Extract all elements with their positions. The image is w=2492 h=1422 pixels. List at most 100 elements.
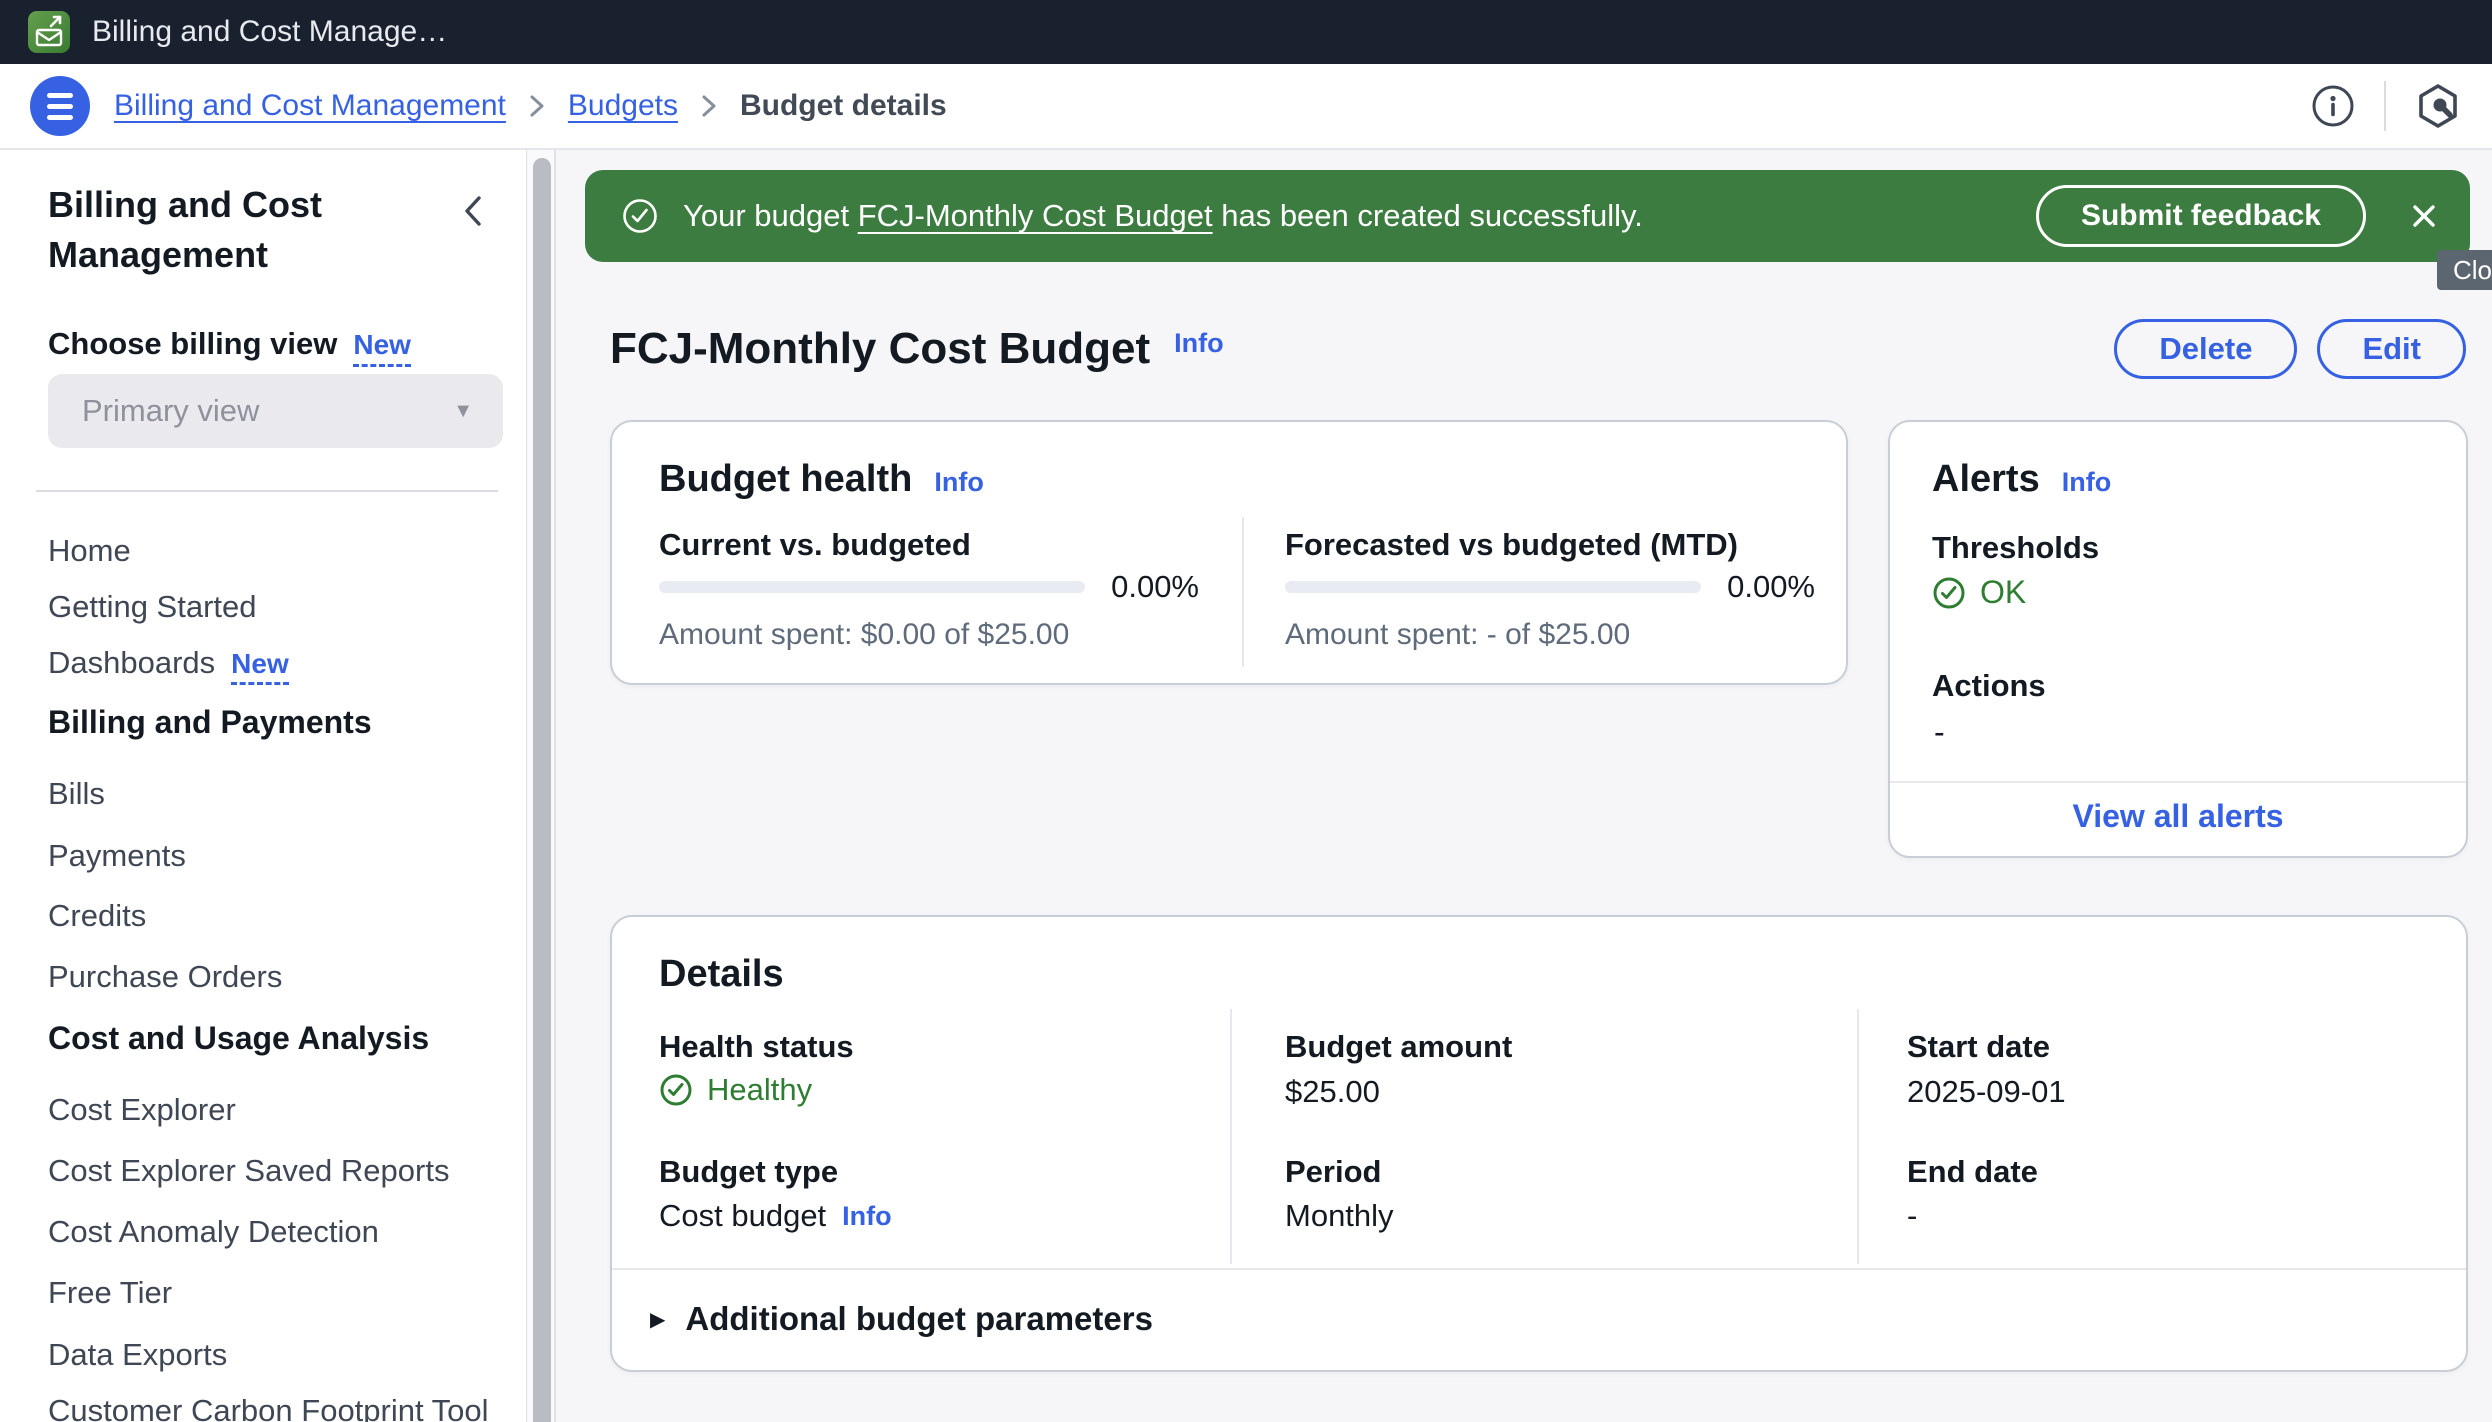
view-all-alerts-link[interactable]: View all alerts [2072, 798, 2284, 834]
delete-button[interactable]: Delete [2114, 319, 2298, 379]
billing-view-new-link[interactable]: New [353, 329, 411, 367]
health-status-value: Healthy [659, 1072, 812, 1108]
budget-type-info-link[interactable]: Info [842, 1200, 892, 1231]
details-title: Details [659, 953, 784, 995]
sidebar-item-home[interactable]: Home [48, 533, 131, 568]
additional-budget-parameters-label: Additional budget parameters [685, 1300, 1153, 1337]
page-title-row: FCJ-Monthly Cost Budget Info Delete Edit [610, 316, 2466, 382]
start-date-label: Start date [1907, 1029, 2050, 1064]
alerts-footer-divider [1890, 781, 2466, 783]
column-divider [1242, 517, 1244, 667]
breadcrumb-current: Budget details [739, 89, 947, 122]
actions-label: Actions [1932, 668, 2046, 703]
sidebar-item-free-tier[interactable]: Free Tier [48, 1275, 173, 1310]
breadcrumb-budgets-link[interactable]: Budgets [567, 89, 678, 122]
banner-message: Your budget FCJ-Monthly Cost Budget has … [683, 198, 1643, 233]
browser-tab-bar: Billing and Cost Manage… [0, 0, 2492, 64]
budget-amount-label: Budget amount [1285, 1029, 1513, 1064]
amazon-q-button[interactable] [2414, 82, 2462, 130]
forecast-amount-note: Amount spent: - of $25.00 [1285, 618, 1631, 651]
thresholds-status-text: OK [1980, 574, 2027, 610]
chevron-left-icon [465, 196, 481, 226]
billing-view-select[interactable]: Primary view ▼ [48, 374, 503, 448]
sidebar-item-payments[interactable]: Payments [48, 838, 186, 873]
banner-close-button[interactable] [2406, 198, 2442, 234]
banner-budget-link[interactable]: FCJ-Monthly Cost Budget [857, 198, 1213, 233]
alerts-info-link[interactable]: Info [2061, 467, 2112, 497]
billing-envelope-favicon-icon [28, 11, 70, 53]
info-icon [2312, 85, 2354, 127]
page-title: FCJ-Monthly Cost Budget [610, 324, 1151, 373]
sidebar-item-data-exports[interactable]: Data Exports [48, 1337, 228, 1372]
dashboards-new-link[interactable]: New [231, 648, 289, 685]
current-vs-budgeted-label: Current vs. budgeted [659, 527, 971, 562]
column-divider [1857, 1009, 1859, 1264]
details-footer-divider [612, 1268, 2466, 1270]
current-percent: 0.00% [1111, 569, 1199, 604]
healthy-check-icon [660, 1074, 692, 1106]
sidebar-divider [36, 490, 498, 492]
budget-type-value: Cost budget Info [659, 1198, 892, 1233]
sidebar-item-customer-carbon-footprint[interactable]: Customer Carbon Footprint Tool [48, 1393, 489, 1422]
actions-value: - [1934, 714, 1945, 750]
end-date-label: End date [1907, 1154, 2038, 1189]
amazon-q-hexagon-icon [2419, 84, 2457, 128]
submit-feedback-button[interactable]: Submit feedback [2035, 185, 2366, 247]
sidebar-scrollbar[interactable] [528, 150, 556, 1422]
period-label: Period [1285, 1154, 1382, 1189]
budget-type-label: Budget type [659, 1154, 839, 1189]
budget-health-info-link[interactable]: Info [934, 467, 984, 497]
start-date-value: 2025-09-01 [1907, 1074, 2066, 1109]
sidebar-item-getting-started[interactable]: Getting Started [48, 589, 257, 624]
forecast-progress-bar [1285, 581, 1702, 593]
alerts-title: Alerts [1932, 458, 2040, 500]
sidebar-section-cost-usage: Cost and Usage Analysis [48, 1020, 430, 1056]
sidebar-item-cost-explorer-saved-reports[interactable]: Cost Explorer Saved Reports [48, 1153, 450, 1188]
forecast-percent: 0.00% [1727, 569, 1815, 604]
current-amount-note: Amount spent: $0.00 of $25.00 [659, 618, 1070, 651]
forecast-vs-budgeted-label: Forecasted vs budgeted (MTD) [1285, 527, 1738, 562]
chevron-down-icon: ▼ [453, 399, 473, 422]
success-banner: Your budget FCJ-Monthly Cost Budget has … [585, 170, 2470, 262]
sidebar-scrollbar-thumb[interactable] [533, 158, 551, 1422]
billing-view-selected: Primary view [82, 393, 260, 428]
page-actions: Delete Edit [2114, 319, 2466, 379]
sidebar-collapse-button[interactable] [460, 192, 486, 230]
status-ok-check-icon [1933, 577, 1965, 608]
info-button[interactable] [2310, 83, 2356, 129]
period-value: Monthly [1285, 1198, 1394, 1233]
success-check-icon [621, 197, 659, 235]
edit-button[interactable]: Edit [2317, 319, 2466, 379]
chevron-right-icon [527, 93, 547, 119]
sidebar-section-billing-payments: Billing and Payments [48, 704, 372, 740]
sidebar-item-cost-explorer[interactable]: Cost Explorer [48, 1092, 236, 1127]
end-date-value: - [1907, 1198, 1918, 1233]
sidebar-item-credits[interactable]: Credits [48, 898, 147, 933]
thresholds-status: OK [1932, 574, 2026, 611]
alerts-card: Alerts Info Thresholds OK Actions - View… [1888, 420, 2468, 858]
details-card: Details Health status Healthy Budget typ… [610, 915, 2468, 1372]
budget-amount-value: $25.00 [1285, 1074, 1380, 1109]
budget-health-title: Budget health [659, 458, 913, 500]
chevron-right-icon [699, 93, 719, 119]
breadcrumb-billing-link[interactable]: Billing and Cost Management [114, 89, 506, 122]
health-status-label: Health status [659, 1029, 854, 1064]
sidebar: Billing and Cost Management Choose billi… [0, 150, 527, 1422]
page-title-info-link[interactable]: Info [1174, 327, 1224, 358]
billing-view-label: Choose billing view [48, 326, 338, 361]
menu-button[interactable] [30, 76, 90, 136]
budget-health-card: Budget health Info Current vs. budgeted … [610, 420, 1848, 685]
browser-tab[interactable]: Billing and Cost Manage… [28, 8, 447, 56]
expand-triangle-icon: ▶ [650, 1308, 666, 1331]
close-tooltip: Close [2437, 250, 2492, 290]
sidebar-item-bills[interactable]: Bills [48, 776, 105, 811]
hamburger-icon [47, 92, 73, 98]
sidebar-item-cost-anomaly-detection[interactable]: Cost Anomaly Detection [48, 1214, 379, 1249]
additional-budget-parameters-expander[interactable]: ▶ Additional budget parameters [650, 1300, 1153, 1338]
sidebar-item-purchase-orders[interactable]: Purchase Orders [48, 959, 283, 994]
sidebar-item-dashboards[interactable]: Dashboards New [48, 645, 289, 685]
column-divider [1230, 1009, 1232, 1264]
header-divider [2384, 81, 2386, 131]
billing-view-row: Choose billing view New [48, 326, 411, 367]
